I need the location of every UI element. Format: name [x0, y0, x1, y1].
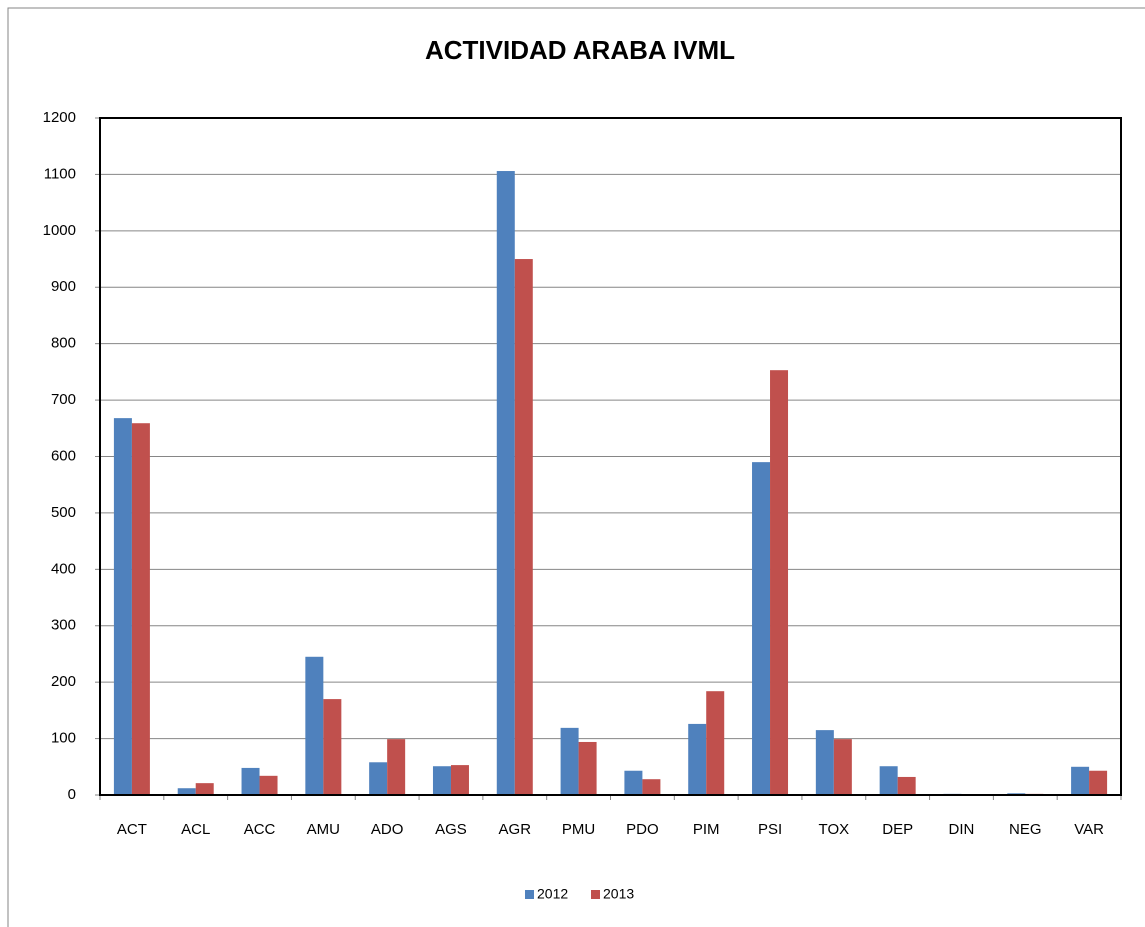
bar: [752, 462, 771, 795]
bar: [387, 739, 406, 795]
y-tick-label: 1100: [44, 165, 76, 182]
bar: [514, 259, 533, 796]
y-tick-label: 300: [51, 617, 76, 634]
bar: [879, 766, 898, 795]
x-tick-label: VAR: [1074, 821, 1104, 838]
x-tick-label: AGR: [499, 821, 532, 838]
chart-border: [7, 7, 1145, 927]
bar: [305, 656, 324, 795]
y-tick-label: 800: [51, 335, 76, 352]
plot-border: [99, 117, 1122, 796]
x-tick-label: PIM: [693, 821, 720, 838]
bar: [770, 370, 789, 795]
chart-title: ACTIVIDAD ARABA IVML: [425, 35, 735, 65]
x-tick-label: ADO: [371, 821, 404, 838]
x-tick-label: ACC: [244, 821, 276, 838]
x-tick-label: TOX: [819, 821, 850, 838]
bar: [833, 739, 852, 795]
y-tick-label: 100: [51, 730, 76, 747]
y-tick-label: 500: [51, 504, 76, 521]
y-tick-label: 400: [51, 560, 76, 577]
x-tick-label: DIN: [949, 821, 975, 838]
bar: [195, 783, 214, 795]
x-tick-label: PSI: [758, 821, 782, 838]
legend-label: 2012: [537, 886, 568, 902]
bar: [1089, 770, 1108, 795]
bar: [578, 741, 597, 795]
y-tick-label: 1000: [43, 222, 76, 239]
x-tick-label: NEG: [1009, 821, 1042, 838]
y-tick-label: 200: [51, 673, 76, 690]
x-tick-label: ACT: [117, 821, 147, 838]
x-tick-label: AMU: [307, 821, 340, 838]
bar: [496, 171, 515, 795]
legend-swatch: [525, 890, 534, 899]
bar: [706, 691, 725, 795]
bar: [113, 418, 132, 795]
bar: [369, 762, 388, 795]
bar: [450, 765, 469, 795]
bar: [642, 779, 661, 795]
y-tick-label: 0: [68, 786, 76, 803]
x-tick-label: PDO: [626, 821, 659, 838]
x-tick-label: AGS: [435, 821, 467, 838]
y-tick-label: 700: [51, 391, 76, 408]
legend-label: 2013: [603, 886, 634, 902]
bar: [177, 788, 196, 795]
bar: [131, 423, 150, 795]
bar: [560, 727, 579, 795]
bar: [815, 730, 834, 795]
bar: [1071, 766, 1090, 795]
bar: [624, 770, 643, 795]
bar: [241, 767, 260, 795]
x-tick-label: PMU: [562, 821, 595, 838]
bar: [259, 775, 278, 795]
legend-swatch: [591, 890, 600, 899]
x-tick-label: DEP: [882, 821, 913, 838]
y-tick-label: 600: [51, 447, 76, 464]
x-tick-label: ACL: [181, 821, 210, 838]
y-tick-label: 900: [51, 278, 76, 295]
bar: [323, 699, 342, 795]
bar: [432, 766, 451, 795]
bar: [688, 723, 707, 795]
bar: [897, 776, 916, 795]
y-tick-label: 1200: [43, 109, 76, 126]
